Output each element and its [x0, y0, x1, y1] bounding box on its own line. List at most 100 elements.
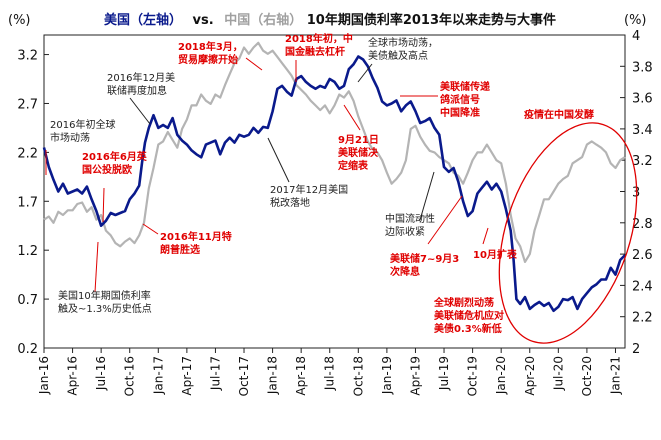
right-tick-label: 3.2 [632, 154, 653, 169]
annotation-line: 全球市场动荡， [368, 36, 438, 49]
annotation-line: 疫情在中国发酵 [524, 108, 594, 121]
annotation: 2016年12月美联储再度加息 [107, 71, 175, 97]
annotation: 2018年3月，贸易摩擦开始 [178, 40, 243, 66]
annotation-line: 中国流动性 [385, 212, 435, 225]
x-tick-label: Apr-20 [523, 356, 537, 396]
right-tick-label: 2.8 [632, 217, 653, 232]
annotation-line: 2018年3月， [178, 40, 243, 53]
annotation: 美联储传递鸽派信号中国降准 [440, 80, 490, 119]
left-tick-label: 0.7 [17, 293, 38, 308]
arrow-cuts [427, 195, 463, 245]
right-unit-label: (%) [624, 13, 647, 28]
annotation: 2016年6月英国公投脱欧 [82, 150, 148, 176]
x-tick-label: Jul-16 [94, 356, 108, 391]
annotation-line: 次降息 [390, 265, 420, 278]
title-cn-part: 中国（右轴） [224, 12, 302, 28]
annotation-line: 美联储7~9月3 [390, 252, 459, 265]
title-rest: 10年期国债利率2013年以来走势与大事件 [307, 12, 556, 28]
left-unit-label: (%) [8, 13, 31, 28]
title-us-part: 美国（左轴） [104, 12, 182, 28]
right-tick-label: 3.8 [632, 60, 653, 75]
x-tick-label: Oct-17 [237, 356, 251, 396]
x-tick-label: Jul-17 [208, 356, 222, 391]
annotation-line: 美债0.3%新低 [434, 322, 502, 335]
annotation: 全球剧烈动荡美联储危机应对美债0.3%新低 [433, 296, 504, 335]
right-tick-label: 2.6 [632, 248, 653, 263]
arrow-us-peak [357, 63, 373, 83]
arrow-tax-reform [267, 137, 290, 183]
annotation-line: 10月扩表 [473, 248, 518, 261]
x-tick-label: Apr-19 [408, 356, 422, 396]
x-tick-label: Jul-18 [323, 356, 337, 391]
annotation-line: 美联储危机应对 [434, 309, 504, 322]
x-tick-label: Jul-20 [551, 356, 565, 391]
covid-period-ellipse [498, 122, 638, 344]
left-tick-label: 2.2 [17, 146, 38, 161]
arrow-trade-war [245, 57, 263, 71]
arrow-brexit [102, 187, 105, 223]
x-tick-label: Jan-17 [151, 356, 165, 395]
annotation-line: 美国10年期国债利率 [58, 289, 151, 302]
annotation-line: 国公投脱欧 [82, 163, 132, 176]
annotation-line: 市场动荡 [50, 131, 90, 144]
right-axis-ticks: 2 2.2 2.4 2.6 2.8 3 3.2 3.4 3.6 3.8 4 [620, 29, 653, 357]
right-tick-label: 2 [632, 342, 640, 357]
x-tick-label: Apr-17 [180, 356, 194, 396]
annotation-line: 贸易摩擦开始 [178, 53, 238, 66]
x-tick-label: Jan-18 [266, 356, 280, 395]
x-tick-label: Oct-18 [351, 356, 365, 396]
annotations: 2016年初全球市场动荡 2016年6月英国公投脱欧 2016年12月美联储再度加息… [50, 32, 594, 335]
arrow-china-tight [419, 171, 435, 221]
title-vs: vs. [193, 13, 214, 28]
left-tick-label: 1.7 [17, 195, 38, 210]
annotation-line: 2016年11月特 [160, 230, 232, 243]
annotation-line: 中国降准 [440, 106, 480, 119]
series-line-china [43, 41, 626, 263]
annotation-arrows [45, 57, 489, 293]
annotation: 10月扩表 [473, 248, 518, 261]
annotation: 疫情在中国发酵 [524, 108, 594, 121]
x-tick-label: Oct-16 [123, 356, 137, 396]
annotation-line: 触及~1.3%历史低点 [58, 302, 152, 315]
series-line-us [42, 55, 626, 313]
left-tick-label: 0.2 [17, 342, 38, 357]
right-tick-label: 2.4 [632, 279, 653, 294]
x-tick-label: Apr-18 [294, 356, 308, 396]
left-tick-label: 3.2 [17, 49, 38, 64]
annotation-line: 税改落地 [270, 196, 310, 209]
annotation: 2016年11月特朗普胜选 [160, 230, 232, 256]
x-axis-ticks: Jan-16 Apr-16 Jul-16 Oct-16 Jan-17 Apr-17 Jul-… [37, 348, 622, 396]
annotation-line: 美联储传递 [440, 80, 490, 93]
x-tick-label: Jan-19 [380, 356, 394, 395]
annotation: 中国流动性边际收紧 [385, 212, 435, 238]
arrow-fed-hike-2016 [129, 97, 151, 125]
x-tick-label: Jul-19 [437, 356, 451, 391]
annotation-line: 联储再度加息 [107, 84, 167, 97]
annotation-line: 9月21日 [338, 134, 379, 146]
right-tick-label: 3.6 [632, 92, 653, 107]
arrow-trump [142, 223, 159, 235]
arrow-rate-low [94, 241, 99, 293]
annotation: 9月21日美联储决定缩表 [338, 134, 379, 172]
annotation-line: 2016年初全球 [50, 118, 115, 131]
annotation-line: 2018年初，中 [285, 32, 353, 45]
annotation-line: 2016年6月英 [82, 150, 148, 163]
annotation-line: 边际收紧 [385, 225, 425, 238]
arrow-expand [482, 227, 489, 245]
annotation: 全球市场动荡，美债触及高点 [368, 36, 438, 62]
annotation: 2017年12月美国税改落地 [270, 183, 348, 209]
annotation-line: 全球剧烈动荡 [433, 296, 494, 309]
x-tick-label: Oct-19 [466, 356, 480, 396]
annotation: 美国10年期国债利率触及~1.3%历史低点 [58, 289, 152, 315]
right-tick-label: 2.2 [632, 311, 653, 326]
x-tick-label: Jan-20 [494, 356, 508, 395]
right-tick-label: 3 [632, 186, 640, 201]
annotation-line: 国金融去杠杆 [285, 45, 345, 58]
left-tick-label: 1.2 [17, 244, 38, 259]
right-tick-label: 3.4 [632, 123, 653, 138]
annotation: 2018年初，中国金融去杠杆 [285, 32, 353, 58]
left-tick-label: 2.7 [17, 97, 38, 112]
x-tick-label: Apr-16 [66, 356, 80, 396]
annotation-line: 美债触及高点 [368, 49, 428, 62]
right-tick-label: 4 [632, 29, 640, 44]
